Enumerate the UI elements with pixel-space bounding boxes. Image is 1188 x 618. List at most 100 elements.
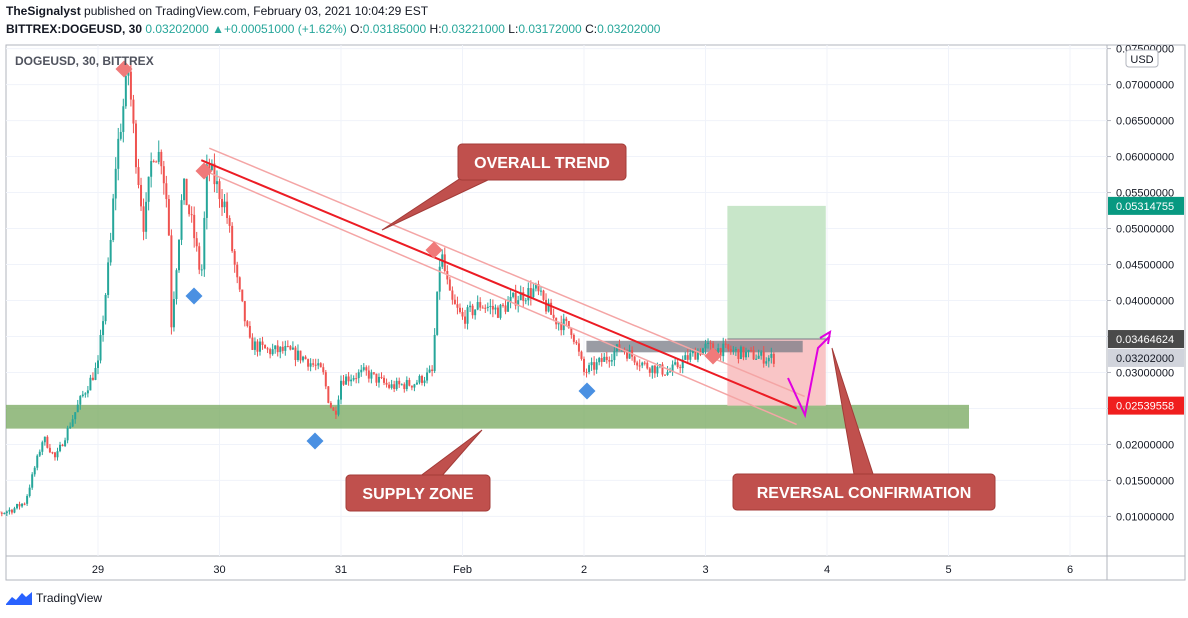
- supply-zone-band: [6, 404, 969, 429]
- candle-body: [208, 164, 211, 171]
- candle-body: [13, 508, 16, 513]
- candle-body: [438, 266, 441, 292]
- candle-body: [372, 372, 375, 374]
- callout-overall-trend-label: OVERALL TREND: [474, 155, 610, 172]
- candle-body: [415, 382, 418, 385]
- price-label: 0.02539558: [1116, 401, 1174, 413]
- candle-body: [509, 296, 512, 303]
- candle-body: [671, 364, 674, 372]
- candle-body: [205, 164, 208, 218]
- x-tick-label: 6: [1067, 564, 1073, 576]
- candle-body: [137, 167, 140, 185]
- candle-body: [160, 151, 163, 167]
- candle-body: [661, 364, 664, 375]
- close-label: C:: [585, 22, 598, 36]
- candle-body: [238, 277, 241, 290]
- candle-body: [722, 343, 725, 357]
- zones-layer: [6, 205, 969, 429]
- candle-body: [529, 288, 532, 298]
- candle-body: [38, 451, 41, 456]
- tradingview-logo[interactable]: TradingView: [6, 591, 102, 605]
- candle-body: [489, 305, 492, 307]
- y-tick-label: 0.01500000: [1116, 475, 1174, 487]
- candle-body: [380, 376, 383, 378]
- x-tick-label: 3: [702, 564, 708, 576]
- candle-body: [264, 344, 267, 349]
- candle-body: [393, 384, 396, 389]
- candle-body: [745, 351, 747, 358]
- candle-body: [507, 302, 510, 312]
- candle-body: [332, 407, 335, 411]
- candle-body: [458, 307, 461, 312]
- candle-body: [717, 348, 720, 355]
- y-tick-label: 0.03000000: [1116, 367, 1174, 379]
- candle-body: [479, 302, 482, 308]
- candle-body: [259, 341, 261, 352]
- price-change: +0.00051000 (+1.62%): [224, 22, 347, 36]
- candle-body: [732, 350, 735, 352]
- trend-channel-lower[interactable]: [202, 169, 797, 426]
- candle-body: [767, 357, 770, 362]
- candle-body: [704, 343, 707, 349]
- chart-title: DOGEUSD, 30, BITTREX: [15, 54, 154, 68]
- candle-body: [365, 367, 368, 371]
- candle-body: [167, 199, 170, 236]
- candle-body: [66, 427, 69, 441]
- currency-badge[interactable]: [1125, 49, 1159, 68]
- candle-body: [41, 442, 44, 452]
- candle-body: [613, 351, 616, 361]
- low-label: L:: [508, 22, 519, 36]
- candle-body: [433, 334, 436, 371]
- candle-body: [628, 350, 631, 359]
- candle-body: [522, 292, 525, 301]
- trend-channel-upper[interactable]: [208, 147, 805, 398]
- candle-body: [86, 390, 89, 394]
- ohlc-bar: BITTREX:DOGEUSD, 30 0.03202000 ▲+0.00051…: [6, 22, 660, 36]
- callout-overall-trend[interactable]: OVERALL TREND: [381, 143, 627, 231]
- candle-body: [408, 380, 411, 386]
- candle-body: [289, 346, 292, 350]
- candle-body: [46, 436, 49, 448]
- candle-body: [689, 353, 692, 360]
- callout-supply-zone[interactable]: SUPPLY ZONE: [345, 429, 491, 512]
- candle-body: [656, 366, 659, 374]
- candle-body: [269, 349, 272, 355]
- candle-body: [418, 375, 421, 383]
- candle-body: [539, 290, 542, 292]
- callout-supply-zone-box: [345, 474, 491, 512]
- candle-body: [56, 451, 59, 458]
- candle-body: [750, 350, 753, 352]
- candle-body: [170, 235, 173, 328]
- candle-body: [81, 394, 84, 397]
- candle-body: [772, 353, 775, 364]
- trend-line[interactable]: [200, 159, 798, 410]
- candle-body: [618, 344, 621, 350]
- candle-body: [357, 372, 360, 379]
- candle-body: [246, 321, 249, 326]
- candle-body: [572, 334, 575, 342]
- candle-body: [221, 199, 224, 208]
- callout-reversal-confirmation[interactable]: REVERSAL CONFIRMATION: [732, 347, 996, 511]
- candle-body: [329, 402, 332, 408]
- price-label-bg: [1108, 396, 1184, 415]
- publisher-name[interactable]: TheSignalyst: [6, 4, 81, 18]
- last-price: 0.03202000: [145, 22, 209, 36]
- candle-body: [243, 301, 246, 322]
- candles-layer: [0, 64, 775, 517]
- candle-body: [150, 161, 153, 177]
- candle-body: [59, 444, 62, 452]
- candle-body: [395, 380, 398, 389]
- candle-body: [0, 512, 3, 514]
- candle-body: [119, 131, 122, 139]
- candle-body: [127, 71, 130, 76]
- candle-body: [99, 334, 102, 361]
- candle-body: [299, 350, 302, 361]
- open-value: 0.03185000: [362, 22, 427, 36]
- candle-body: [608, 360, 611, 362]
- symbol-label: BITTREX:DOGEUSD, 30: [6, 22, 143, 36]
- candle-body: [712, 343, 715, 351]
- candle-body: [33, 467, 36, 475]
- candle-body: [155, 161, 158, 163]
- top-marker-icon: [704, 347, 722, 365]
